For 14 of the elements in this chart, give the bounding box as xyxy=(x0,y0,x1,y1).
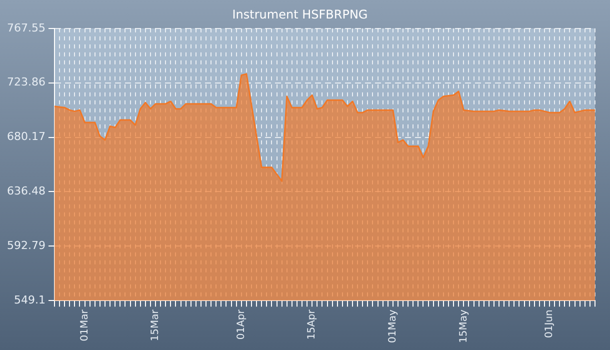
y-tick-label: 723.86 xyxy=(6,76,46,89)
y-tick-label: 592.79 xyxy=(6,239,46,252)
x-tick-label: 01May xyxy=(388,310,399,344)
y-tick-label: 680.17 xyxy=(6,130,46,144)
y-tick-label: 767.55 xyxy=(6,21,46,34)
x-tick-label: 15Mar xyxy=(150,308,162,342)
x-tick-label: 15Apr xyxy=(306,308,318,340)
y-tick-label: 549.1 xyxy=(14,293,46,306)
chart-title: Instrument HSFBRPNG xyxy=(232,7,368,22)
x-tick-label: 15May xyxy=(458,310,470,344)
x-tick-label: 01Apr xyxy=(236,308,247,340)
x-tick-label: 01Mar xyxy=(79,308,90,342)
y-tick-label: 636.48 xyxy=(6,184,46,198)
x-tick-label: 01Jun xyxy=(544,310,556,338)
